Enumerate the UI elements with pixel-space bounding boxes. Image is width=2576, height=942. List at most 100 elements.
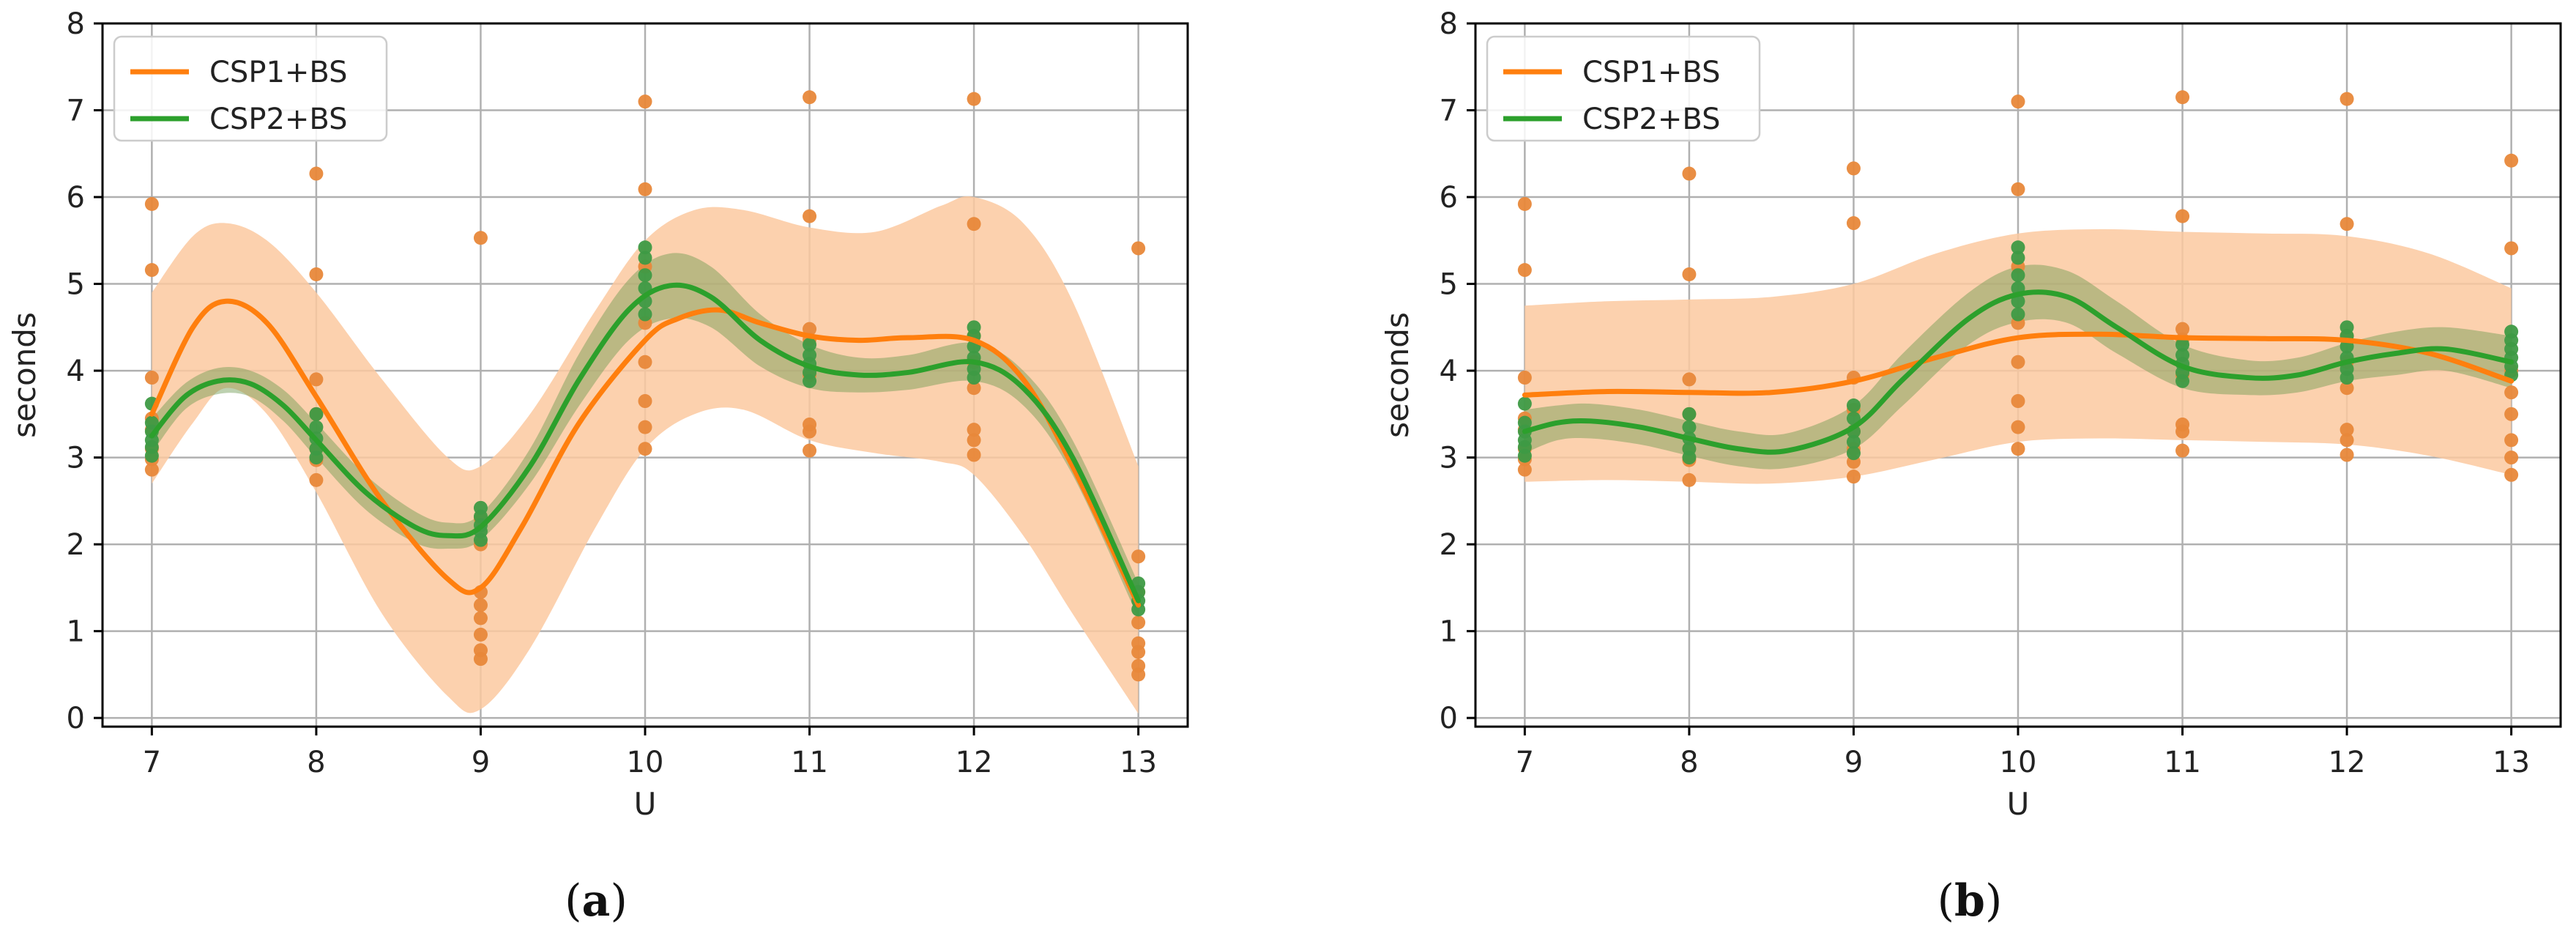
x-tick-label: 10 (627, 746, 664, 779)
data-point-csp1-bs (2504, 467, 2519, 482)
x-tick-label: 11 (791, 746, 828, 779)
legend-box (113, 35, 388, 142)
data-point-csp1-bs (2011, 94, 2025, 109)
data-point-csp1-bs (473, 627, 488, 642)
data-point-csp1-bs (1682, 166, 1697, 181)
data-point-csp2-bs (2011, 240, 2025, 255)
y-tick-label: 5 (1440, 268, 1458, 302)
series-line-csp1-bs (1522, 331, 2514, 398)
data-point-csp1-bs (2339, 92, 2354, 106)
y-axis-label: seconds (1380, 312, 1415, 438)
data-point-csp1-bs (2011, 420, 2025, 434)
data-point-csp2-bs (2011, 268, 2025, 283)
series-line-csp2-bs (1522, 289, 2514, 455)
legend-label: CSP1+BS (1582, 56, 1721, 89)
x-tick-label: 10 (2000, 746, 2037, 779)
data-point-csp1-bs (803, 90, 817, 105)
data-point-csp1-bs (2339, 423, 2354, 437)
y-tick-label: 8 (1440, 7, 1458, 41)
data-point-csp1-bs (638, 182, 652, 196)
data-point-csp1-bs (967, 423, 981, 437)
x-tick-label: 12 (2329, 746, 2366, 779)
data-point-csp1-bs (1131, 645, 1146, 659)
data-point-csp2-bs (2339, 371, 2354, 385)
data-point-csp1-bs (1517, 197, 1532, 212)
data-point-csp2-bs (638, 307, 652, 322)
data-point-csp1-bs (473, 611, 488, 626)
x-tick-label: 7 (1516, 746, 1534, 779)
data-point-csp2-bs (1846, 398, 1861, 412)
data-point-csp2-bs (1682, 407, 1697, 421)
data-point-csp2-bs (309, 450, 324, 465)
data-point-csp1-bs (473, 598, 488, 612)
data-point-csp1-bs (803, 322, 817, 336)
data-point-csp1-bs (1131, 615, 1146, 630)
data-point-csp2-bs (803, 374, 817, 388)
data-point-csp1-bs (638, 442, 652, 456)
data-point-csp1-bs (2011, 182, 2025, 196)
data-point-csp1-bs (2175, 209, 2190, 223)
data-point-csp2-bs (1846, 446, 1861, 461)
legend: CSP1+BS CSP2+BS (1486, 35, 1761, 142)
data-point-csp1-bs (309, 372, 324, 387)
legend-box (1486, 35, 1761, 142)
data-point-csp1-bs (967, 92, 981, 106)
data-point-csp1-bs (967, 448, 981, 462)
data-point-csp1-bs (638, 94, 652, 109)
data-point-csp1-bs (803, 443, 817, 458)
y-tick-label: 1 (67, 615, 85, 649)
x-axis-label: U (634, 786, 657, 822)
data-point-csp1-bs (1682, 372, 1697, 387)
data-point-csp1-bs (144, 462, 159, 477)
data-point-csp1-bs (1517, 462, 1532, 477)
y-tick-label: 6 (67, 181, 85, 215)
x-tick-label: 9 (1844, 746, 1863, 779)
y-tick-label: 2 (67, 528, 85, 562)
chart-panel-a: 7 8 9 10 11 12 13012345678UsecondsCSP1+BSCSP2+… (7, 7, 1189, 927)
y-tick-label: 4 (67, 355, 85, 388)
panel-caption: (b) (1937, 875, 2003, 927)
data-point-csp1-bs (1131, 667, 1146, 682)
panel-caption-letter: b (1954, 875, 1985, 927)
data-point-csp1-bs (144, 197, 159, 212)
data-point-csp1-bs (2175, 424, 2190, 439)
data-point-csp2-bs (2175, 338, 2190, 352)
data-point-csp2-bs (2011, 307, 2025, 322)
series-line-csp1-bs (149, 298, 1142, 608)
data-point-csp2-bs (2175, 374, 2190, 388)
data-point-csp2-bs (1517, 396, 1532, 411)
data-point-csp2-bs (638, 251, 652, 265)
panel-caption-letter: a (582, 875, 611, 927)
y-tick-label: 7 (1440, 94, 1458, 128)
data-point-csp1-bs (1131, 241, 1146, 256)
legend-label: CSP2+BS (1582, 103, 1721, 136)
x-tick-label: 7 (143, 746, 161, 779)
data-point-csp1-bs (473, 231, 488, 245)
data-point-csp1-bs (1131, 549, 1146, 564)
data-point-csp1-bs (638, 355, 652, 369)
data-point-csp1-bs (309, 472, 324, 487)
y-tick-label: 5 (67, 268, 85, 302)
data-point-csp1-bs (967, 217, 981, 231)
legend-label: CSP1+BS (209, 56, 348, 89)
data-point-csp1-bs (638, 394, 652, 409)
data-point-csp1-bs (309, 166, 324, 181)
y-tick-label: 1 (1440, 615, 1458, 649)
data-point-csp1-bs (1846, 161, 1861, 176)
data-point-csp1-bs (967, 433, 981, 448)
y-tick-label: 8 (67, 7, 85, 41)
data-point-csp1-bs (1517, 263, 1532, 278)
data-point-csp2-bs (1682, 420, 1697, 434)
data-point-csp1-bs (803, 209, 817, 223)
data-point-csp2-bs (2011, 251, 2025, 265)
y-tick-label: 7 (67, 94, 85, 128)
data-point-csp1-bs (967, 381, 981, 396)
data-point-csp1-bs (2175, 322, 2190, 336)
legend: CSP1+BS CSP2+BS (113, 35, 388, 142)
data-point-csp1-bs (2339, 381, 2354, 396)
data-point-csp1-bs (2504, 407, 2519, 421)
data-point-csp2-bs (1846, 434, 1861, 449)
data-point-csp1-bs (2504, 433, 2519, 448)
y-tick-label: 3 (67, 442, 85, 475)
